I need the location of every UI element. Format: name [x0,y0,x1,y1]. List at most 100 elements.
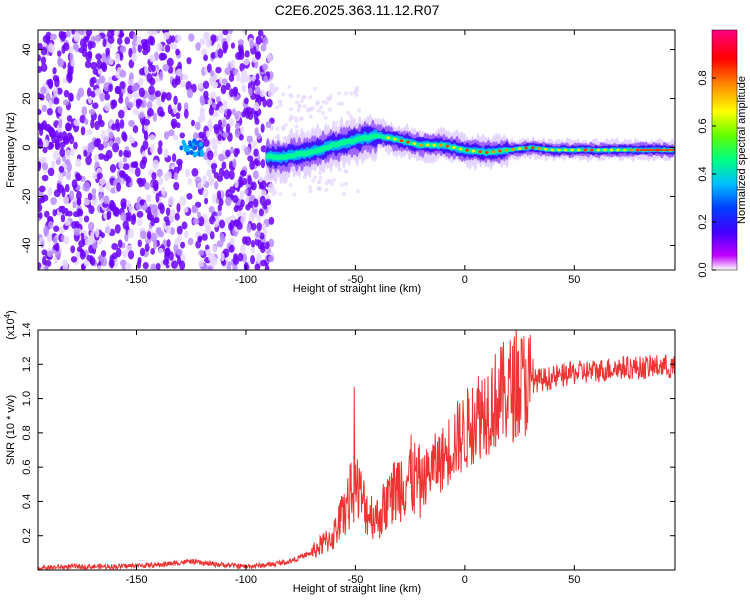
noise-blob [58,165,65,173]
noise-blob [225,149,231,158]
noise-blob [44,259,52,268]
noise-blob [123,149,129,158]
noise-blob [167,196,175,206]
noise-blob [192,218,200,225]
noise-blob [210,51,217,59]
noise-blob [212,245,217,253]
haze-blob [273,190,278,195]
ridge-peak-mark [425,143,430,147]
noise-blob [120,201,127,210]
noise-blob [241,111,246,118]
noise-blob [54,140,60,150]
haze-blob [283,135,288,140]
snr-y-tick-label: 0.4 [21,494,33,509]
noise-blob [86,87,92,98]
noise-blob [65,171,72,180]
noise-blob [139,199,145,206]
noise-blob [241,84,247,93]
noise-blob [229,215,236,222]
noise-blob [122,133,128,142]
ridge-peak-mark [465,148,469,152]
noise-blob [175,68,183,77]
haze-blob [275,126,280,131]
haze-blob [289,107,294,112]
noise-blob [184,169,191,178]
noise-blob [50,33,57,41]
noise-blob [216,190,222,200]
noise-blob [196,182,203,190]
noise-blob [255,230,261,238]
noise-blob [121,249,129,258]
noise-blob [244,188,249,195]
noise-blob [118,149,123,158]
noise-blob [254,86,261,95]
noise-blob [234,122,241,130]
noise-blob [137,239,142,248]
noise-blob [237,39,245,46]
noise-blob [118,170,125,178]
noise-blob [216,210,222,217]
noise-blob [218,167,225,178]
noise-blob [144,65,149,75]
noise-blob [218,105,225,114]
noise-blob [137,44,142,53]
noise-blob [39,93,45,101]
noise-blob [259,89,266,98]
noise-blob [131,84,137,93]
noise-blob [260,123,265,133]
colorbar-tick-label: 0.6 [697,118,709,133]
noise-blob [75,174,82,182]
noise-blob [199,38,206,46]
noise-blob [88,108,96,115]
noise-blob [108,204,114,211]
noise-blob [158,247,164,254]
noise-blob [58,173,64,182]
noise-blob [76,198,82,206]
noise-blob [206,169,213,178]
noise-blob [115,122,121,132]
noise-blob [64,158,71,165]
noise-blob [249,40,255,49]
noise-blob [63,195,70,205]
noise-blob [205,130,211,138]
noise-blob [152,112,157,122]
noise-blob [267,88,274,98]
noise-blob [153,217,160,224]
noise-blob [132,33,138,43]
noise-blob [94,88,102,96]
haze-blob [296,108,301,113]
haze-blob [289,94,294,99]
noise-blob [90,118,95,129]
haze-blob [299,99,304,104]
noise-blob [103,212,108,220]
noise-blob [181,221,188,230]
noise-blob [40,63,48,72]
noise-blob [268,238,275,248]
noise-blob [233,205,239,213]
noise-blob [53,97,60,105]
noise-blob [217,133,222,142]
noise-blob [142,140,149,150]
noise-blob [57,58,65,68]
noise-blob [57,50,62,57]
noise-blob [244,146,251,156]
noise-blob [101,52,107,63]
noise-blob [241,69,248,79]
noise-blob [225,123,231,134]
noise-blob [61,205,66,215]
noise-blob [60,214,66,223]
noise-blob [156,168,163,178]
noise-blob [206,265,214,270]
haze-blob [308,114,313,119]
snr-y-tick-label: 1.4 [21,322,33,337]
noise-blob [232,158,237,168]
noise-blob [256,132,262,140]
noise-blob [108,131,114,140]
noise-blob [123,106,128,113]
noise-blob [52,74,60,83]
noise-blob [94,34,102,42]
haze-blob [331,177,336,182]
ridge-peak-mark [563,148,568,152]
noise-blob [203,54,209,62]
